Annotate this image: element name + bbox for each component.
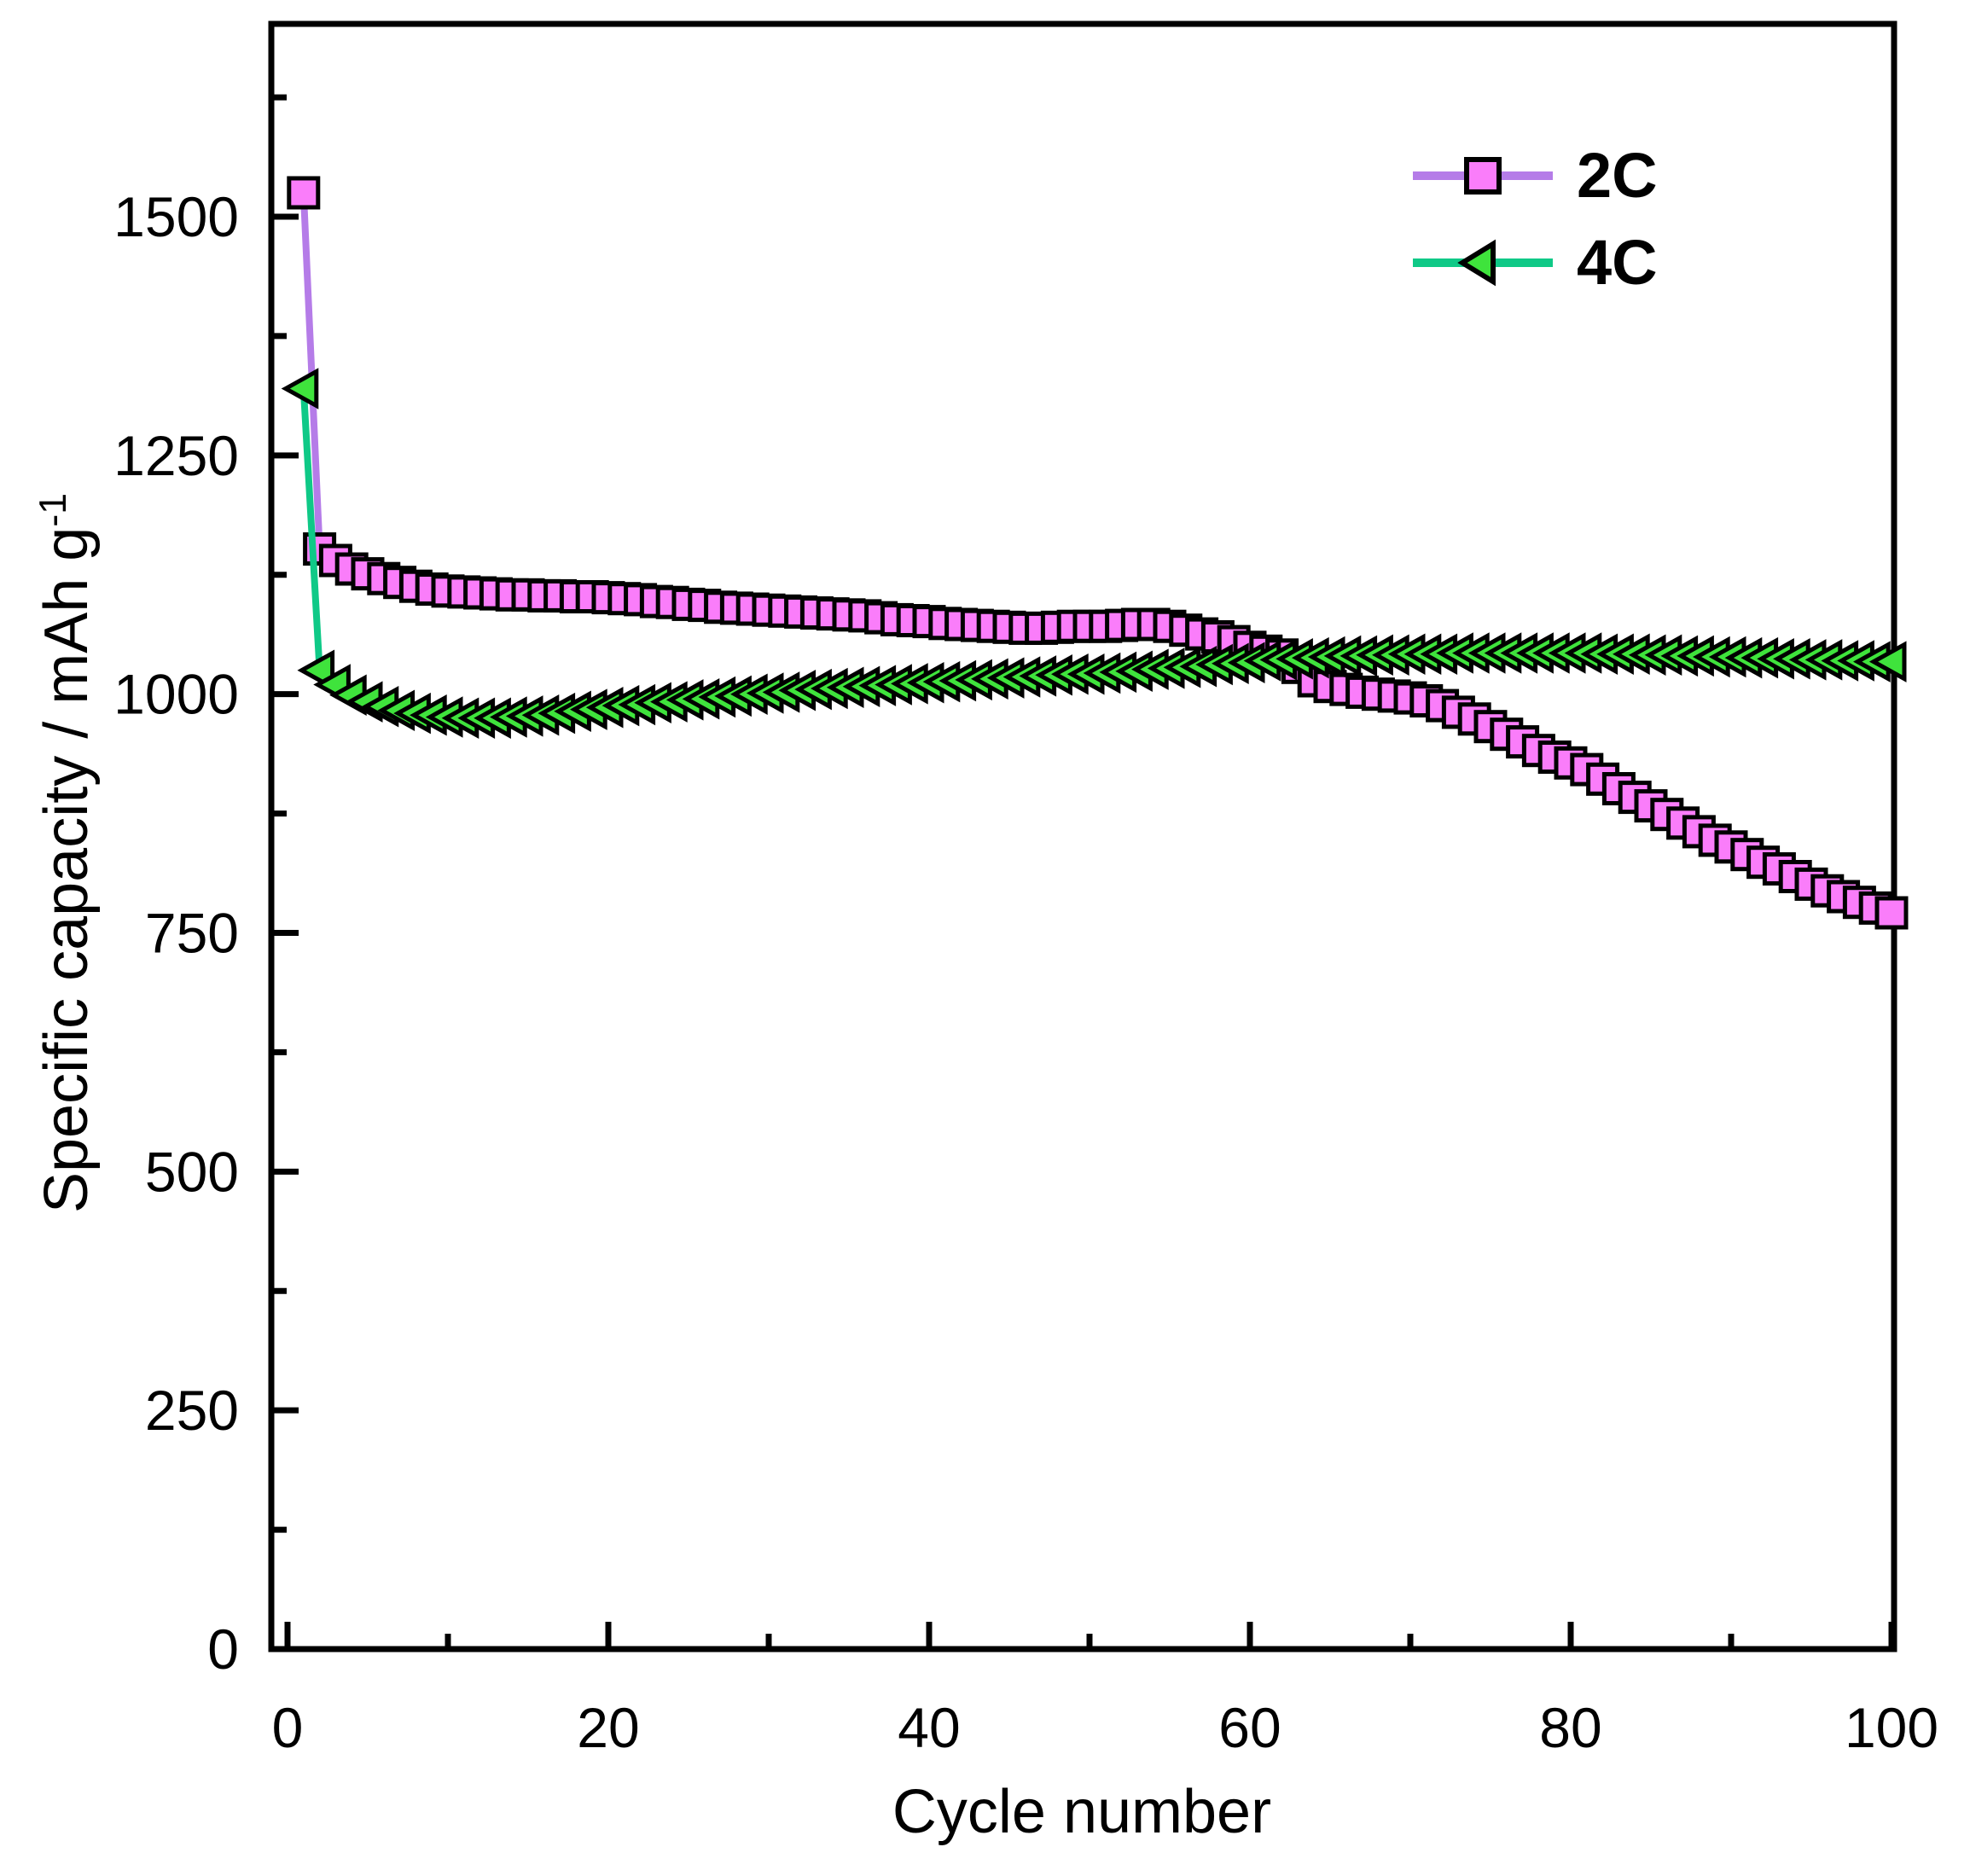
series-4C	[281, 368, 1907, 739]
y-axis-title: Specific capacity / mAh g-1	[32, 493, 102, 1213]
plot-frame	[268, 20, 1897, 1652]
y-axis-title-text: Specific capacity / mAh g	[32, 526, 101, 1214]
triangle-left-marker-icon	[1457, 239, 1496, 287]
y-tick-label: 250	[145, 1379, 239, 1442]
data-point-square	[287, 176, 321, 210]
square-marker-icon	[1464, 157, 1502, 195]
legend-label-2c: 2C	[1577, 140, 1658, 211]
data-point-triangle	[281, 368, 319, 409]
x-tick-label: 60	[1218, 1696, 1281, 1759]
series-2C-markers	[287, 176, 1909, 930]
legend-item-2c: 2C	[1406, 138, 1658, 213]
series-4C-markers	[281, 368, 1907, 739]
x-tick-label: 100	[1845, 1696, 1938, 1759]
x-tick-label: 80	[1539, 1696, 1601, 1759]
legend-item-4c: 4C	[1406, 225, 1658, 300]
data-point-triangle	[1868, 641, 1907, 682]
legend-label-4c: 4C	[1577, 227, 1658, 298]
data-point-square	[1874, 896, 1909, 930]
x-tick-label: 0	[272, 1696, 304, 1759]
x-axis-title: Cycle number	[892, 1777, 1271, 1847]
y-tick-label: 1500	[113, 185, 239, 248]
y-tick-label: 1000	[113, 663, 239, 726]
legend-marker-2c	[1413, 157, 1553, 195]
x-tick-label: 40	[898, 1696, 960, 1759]
axis-ticks	[271, 94, 1895, 1652]
y-tick-label: 1250	[113, 424, 239, 487]
legend-marker-4c	[1413, 239, 1553, 287]
series-2C	[287, 176, 1909, 930]
y-tick-label: 0	[207, 1618, 239, 1681]
y-tick-label: 500	[145, 1140, 239, 1203]
y-axis-title-exponent: -1	[32, 492, 74, 527]
x-axis-title-text: Cycle number	[892, 1778, 1272, 1846]
x-tick-label: 20	[577, 1696, 639, 1759]
y-tick-label: 750	[145, 902, 239, 965]
legend: 2C 4C	[1406, 138, 1658, 300]
